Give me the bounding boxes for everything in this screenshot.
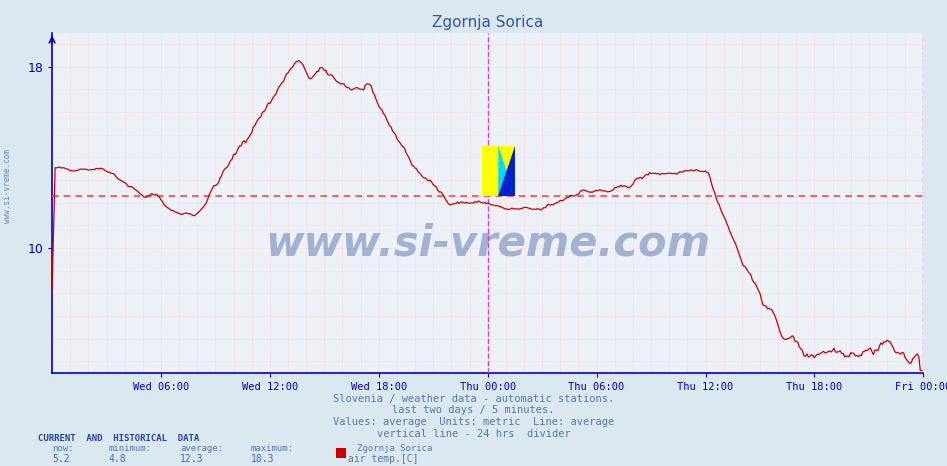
Text: Slovenia / weather data - automatic stations.: Slovenia / weather data - automatic stat… bbox=[333, 394, 614, 404]
Text: minimum:: minimum: bbox=[109, 444, 152, 452]
Text: CURRENT  AND  HISTORICAL  DATA: CURRENT AND HISTORICAL DATA bbox=[38, 434, 199, 443]
Text: air temp.[C]: air temp.[C] bbox=[348, 454, 419, 464]
Text: 18.3: 18.3 bbox=[251, 454, 275, 464]
Text: vertical line - 24 hrs  divider: vertical line - 24 hrs divider bbox=[377, 429, 570, 439]
Title: Zgornja Sorica: Zgornja Sorica bbox=[432, 15, 544, 30]
Polygon shape bbox=[498, 146, 515, 196]
Text: www.si-vreme.com: www.si-vreme.com bbox=[3, 150, 12, 223]
Text: Values: average  Units: metric  Line: average: Values: average Units: metric Line: aver… bbox=[333, 417, 614, 427]
Text: 12.3: 12.3 bbox=[180, 454, 204, 464]
Text: maximum:: maximum: bbox=[251, 444, 294, 452]
Bar bbox=[498, 146, 515, 196]
Text: Zgornja Sorica: Zgornja Sorica bbox=[341, 444, 432, 452]
Text: average:: average: bbox=[180, 444, 223, 452]
Bar bbox=[482, 146, 498, 196]
Text: www.si-vreme.com: www.si-vreme.com bbox=[265, 223, 710, 265]
Text: 5.2: 5.2 bbox=[52, 454, 70, 464]
Text: 4.8: 4.8 bbox=[109, 454, 127, 464]
Text: now:: now: bbox=[52, 444, 74, 452]
Polygon shape bbox=[498, 146, 515, 196]
Text: last two days / 5 minutes.: last two days / 5 minutes. bbox=[392, 405, 555, 415]
